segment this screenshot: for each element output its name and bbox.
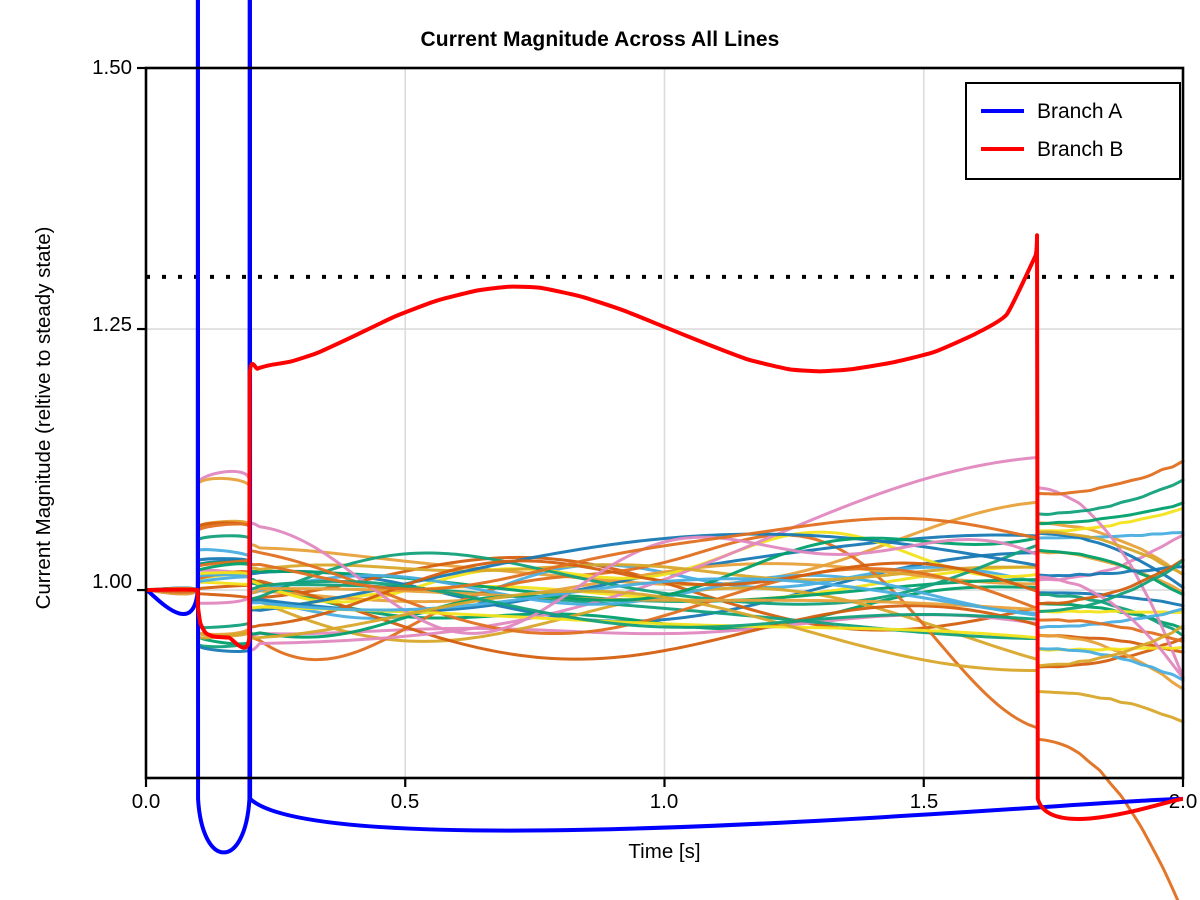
x-tick-label-1.0: 1.0 [649, 790, 679, 813]
legend-label-branch-b: Branch B [1037, 137, 1124, 161]
highlighted-series-lines [145, 0, 1184, 855]
legend: Branch A Branch B [965, 82, 1181, 180]
x-tick-label-0.0: 0.0 [131, 790, 161, 813]
legend-entry-branch-b: Branch B [967, 130, 1179, 168]
x-tick-label-0.5: 0.5 [390, 790, 420, 813]
background-series-lines [144, 455, 1185, 900]
y-tick-label-1.50: 1.50 [92, 56, 132, 79]
legend-swatch-branch-a [981, 109, 1024, 113]
legend-entry-branch-a: Branch A [967, 92, 1179, 130]
legend-swatch-branch-b [981, 147, 1024, 151]
x-axis-label: Time [s] [628, 840, 701, 863]
axis-tick-marks [137, 66, 1185, 787]
x-tick-label-2.0: 2.0 [1168, 790, 1198, 813]
chart-title: Current Magnitude Across All Lines [420, 28, 780, 51]
y-tick-label-1.25: 1.25 [92, 313, 132, 336]
legend-label-branch-a: Branch A [1037, 99, 1123, 123]
x-tick-label-1.5: 1.5 [909, 790, 939, 813]
y-tick-label-1.00: 1.00 [92, 570, 132, 593]
